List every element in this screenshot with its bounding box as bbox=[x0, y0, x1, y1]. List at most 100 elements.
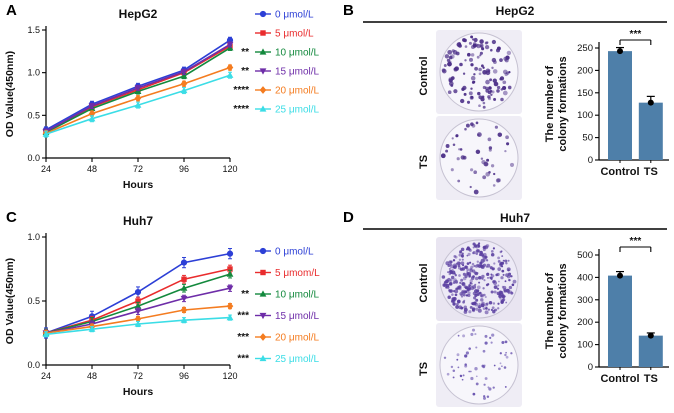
colony-dot bbox=[458, 305, 463, 310]
colony-dot bbox=[448, 55, 453, 60]
series-marker bbox=[259, 354, 267, 362]
colony-dot bbox=[463, 38, 467, 43]
colony-dot bbox=[482, 175, 487, 180]
colony-dot bbox=[468, 370, 471, 373]
dish-label: Control bbox=[418, 56, 430, 95]
colony-dot bbox=[483, 259, 486, 262]
colony-dot bbox=[462, 72, 466, 75]
colony-dot bbox=[504, 353, 507, 357]
colony-dot bbox=[465, 286, 468, 290]
x-tick-label: 120 bbox=[222, 164, 237, 174]
colony-dot bbox=[470, 376, 474, 381]
colony-dot bbox=[475, 375, 478, 378]
series-marker bbox=[259, 312, 267, 320]
colony-dot bbox=[478, 67, 482, 72]
colony-dot bbox=[493, 290, 497, 294]
y-tick-label: 0.0 bbox=[27, 360, 40, 370]
huh7-proliferation-line-chart: Huh7 0.0 0.5 1.0 24 48 72 96 120 OD Value(450nm) H… bbox=[4, 214, 320, 398]
category-label: Control bbox=[600, 373, 639, 385]
colony-dot bbox=[496, 287, 500, 290]
colony-dot bbox=[504, 340, 508, 344]
colony-dot bbox=[456, 358, 459, 361]
bar bbox=[608, 275, 632, 367]
panel-d-letter: D bbox=[343, 209, 354, 226]
series-marker bbox=[88, 103, 96, 110]
significance-stars: *** bbox=[630, 236, 642, 247]
colony-dot bbox=[457, 334, 460, 337]
colony-dot bbox=[475, 382, 479, 386]
series-marker bbox=[180, 86, 188, 94]
colony-dot bbox=[470, 168, 474, 172]
colony-dot bbox=[471, 123, 476, 128]
y-tick-label: 300 bbox=[577, 295, 593, 306]
colony-dot bbox=[505, 355, 509, 359]
colony-dot bbox=[481, 64, 484, 68]
colony-dot bbox=[484, 295, 487, 299]
colony-dot bbox=[463, 299, 466, 302]
colony-dot bbox=[478, 302, 481, 306]
data-point bbox=[617, 48, 623, 55]
colony-dot bbox=[482, 263, 487, 267]
data-point bbox=[647, 99, 654, 106]
colony-dot bbox=[447, 277, 451, 282]
x-tick-label: 48 bbox=[87, 371, 97, 381]
series-marker bbox=[88, 115, 96, 122]
colony-dot bbox=[466, 262, 470, 265]
colony-dot bbox=[452, 376, 455, 379]
x-tick-label: 120 bbox=[222, 371, 237, 381]
colony-dot bbox=[453, 255, 457, 258]
colony-dot bbox=[464, 364, 468, 368]
colony-dot bbox=[470, 265, 474, 269]
colony-dot bbox=[461, 282, 465, 286]
colony-dot bbox=[441, 275, 446, 279]
colony-dot bbox=[475, 307, 479, 311]
colony-dot bbox=[497, 267, 502, 271]
colony-dot bbox=[453, 278, 457, 282]
y-tick-label: 500 bbox=[577, 250, 593, 261]
colony-dot bbox=[472, 302, 476, 306]
colony-dot bbox=[482, 85, 487, 90]
panel-c-huh7-cck8: C Huh7 0.0 0.5 1.0 24 48 72 96 120 OD Value(450nm… bbox=[0, 207, 337, 413]
colony-dot bbox=[451, 49, 455, 53]
colony-dot bbox=[448, 77, 453, 82]
colony-dot bbox=[450, 275, 455, 280]
colony-dot bbox=[484, 41, 488, 45]
colony-dot bbox=[493, 281, 498, 285]
colony-dot bbox=[452, 302, 456, 306]
colony-dot bbox=[505, 260, 508, 262]
y-tick-label: 0 bbox=[588, 155, 593, 166]
colony-dot bbox=[483, 396, 486, 400]
colony-dot bbox=[476, 285, 481, 290]
series-marker bbox=[135, 298, 141, 304]
colony-dot bbox=[469, 305, 473, 309]
colony-dot bbox=[497, 307, 500, 310]
colony-dot bbox=[472, 285, 477, 289]
colony-dot bbox=[472, 291, 477, 296]
colony-dot bbox=[478, 281, 481, 284]
colony-dot bbox=[459, 251, 462, 254]
colony-dot bbox=[502, 85, 507, 91]
series-marker bbox=[259, 68, 267, 75]
colony-dot bbox=[458, 285, 462, 289]
colony-dot bbox=[461, 252, 464, 255]
colony-dot bbox=[462, 85, 467, 91]
series-marker bbox=[226, 41, 234, 49]
colony-dot bbox=[459, 62, 463, 67]
colony-dot bbox=[484, 377, 488, 380]
colony-dot bbox=[456, 299, 461, 304]
colony-dot bbox=[448, 267, 451, 271]
colony-dot bbox=[499, 362, 502, 365]
colony-dot bbox=[497, 256, 501, 260]
colony-dot bbox=[507, 269, 510, 272]
colony-dot bbox=[478, 95, 483, 100]
colony-dot bbox=[488, 387, 492, 391]
y-tick-label: 50 bbox=[582, 133, 593, 144]
series-marker bbox=[88, 109, 96, 118]
series-marker bbox=[226, 71, 234, 78]
colony-dot bbox=[470, 87, 473, 90]
colony-dot bbox=[493, 98, 497, 101]
colony-dot bbox=[490, 48, 493, 52]
colony-dot bbox=[478, 72, 482, 76]
colony-dot bbox=[488, 301, 493, 305]
colony-dot bbox=[501, 298, 505, 303]
